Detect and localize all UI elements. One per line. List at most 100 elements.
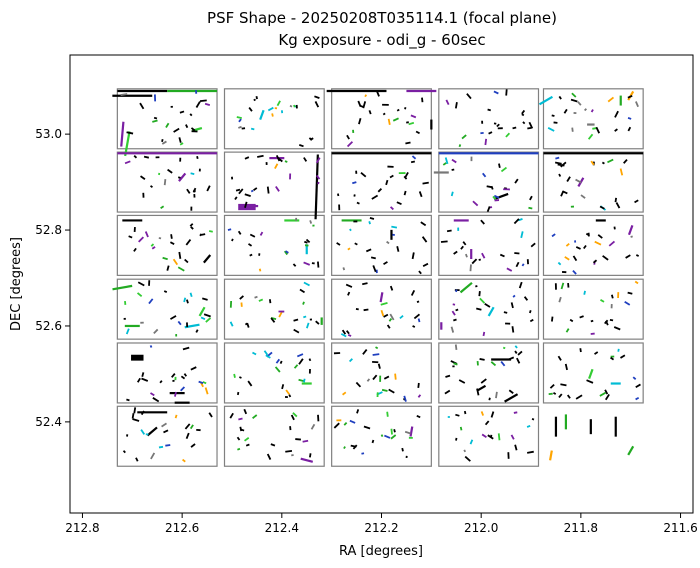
psf-whisker (565, 328, 570, 333)
psf-whisker (590, 160, 595, 166)
psf-whisker (293, 328, 300, 334)
psf-whisker (513, 218, 520, 225)
psf-whisker (587, 133, 594, 140)
psf-whisker (380, 434, 384, 438)
psf-whisker (347, 291, 351, 296)
psf-whisker (619, 168, 624, 176)
psf-whisker (479, 297, 486, 304)
psf-whisker (388, 388, 395, 394)
psf-whisker (144, 231, 149, 238)
psf-whisker (384, 434, 391, 439)
psf-whisker (152, 397, 160, 403)
psf-whisker (140, 410, 145, 416)
psf-whisker (615, 202, 621, 209)
psf-whisker (385, 179, 389, 186)
psf-whisker (163, 179, 167, 186)
psf-whisker (484, 302, 491, 308)
ccd-outline (331, 278, 432, 340)
psf-whisker (529, 310, 532, 314)
psf-whisker (396, 246, 400, 252)
psf-whisker (399, 315, 404, 320)
psf-whisker (389, 313, 395, 321)
psf-whisker (143, 155, 150, 159)
psf-whisker (500, 361, 506, 367)
psf-whisker (466, 93, 472, 100)
psf-whisker (595, 126, 601, 134)
psf-whisker (275, 154, 281, 162)
psf-whisker (472, 200, 479, 207)
psf-whisker (558, 95, 562, 100)
psf-whisker (392, 117, 399, 122)
psf-whisker (257, 154, 264, 158)
psf-whisker (551, 233, 556, 238)
psf-whisker (553, 392, 557, 395)
psf-whisker (572, 255, 578, 262)
psf-whisker (161, 140, 167, 145)
psf-whisker (182, 346, 190, 351)
psf-whisker (569, 318, 574, 323)
psf-whisker (315, 157, 321, 164)
psf-whisker (239, 428, 245, 432)
psf-whisker (518, 218, 523, 222)
ccd-outline (331, 405, 432, 467)
psf-whisker (635, 254, 640, 257)
psf-whisker (293, 318, 299, 322)
psf-whisker (133, 407, 137, 414)
psf-whisker (607, 158, 614, 164)
ccd-outline (331, 214, 432, 276)
psf-whisker (271, 113, 274, 117)
psf-whisker (303, 378, 306, 383)
psf-whisker (345, 330, 350, 335)
psf-whisker (198, 306, 206, 317)
psf-whisker (236, 391, 240, 396)
psf-whisker (453, 318, 457, 322)
psf-whisker (347, 333, 352, 337)
psf-whisker (199, 233, 203, 237)
psf-whisker (341, 329, 347, 335)
psf-whisker (527, 450, 534, 454)
psf-whisker (298, 358, 304, 365)
psf-whisker (245, 443, 250, 447)
psf-whisker (171, 373, 176, 378)
psf-whisker (484, 420, 490, 426)
ccd-outline (116, 405, 218, 467)
psf-whisker (417, 382, 420, 388)
psf-whisker (386, 411, 389, 417)
psf-whisker (345, 283, 353, 288)
psf-whisker (314, 101, 320, 108)
psf-whisker (495, 391, 498, 399)
psf-whisker (630, 235, 633, 238)
psf-whisker (179, 142, 184, 146)
psf-whisker (610, 294, 614, 299)
psf-whisker (249, 233, 256, 238)
psf-whisker (627, 95, 633, 99)
psf-whisker (516, 357, 521, 364)
psf-whisker (377, 363, 381, 369)
psf-whisker (151, 246, 156, 250)
psf-whisker (404, 430, 411, 435)
psf-whisker (451, 310, 456, 316)
psf-whisker (583, 290, 586, 295)
psf-whisker (124, 160, 131, 165)
psf-whisker (150, 452, 156, 460)
psf-whisker (346, 141, 354, 148)
psf-whisker (504, 393, 519, 403)
psf-whisker (521, 113, 525, 117)
psf-whisker (368, 221, 371, 225)
psf-whisker (254, 295, 258, 299)
psf-whisker (389, 285, 394, 291)
psf-whisker (487, 108, 491, 112)
psf-whisker (594, 351, 599, 355)
psf-whisker (510, 302, 514, 309)
psf-whisker (586, 379, 594, 384)
psf-whisker (601, 161, 605, 165)
psf-whisker (421, 97, 424, 103)
psf-whisker (590, 109, 594, 113)
psf-whisker (420, 221, 427, 227)
psf-whisker (303, 315, 307, 319)
ccd-outline (542, 151, 644, 213)
psf-whisker (394, 373, 397, 380)
psf-whisker (379, 292, 384, 303)
ccd-outline (223, 278, 325, 340)
psf-whisker (276, 100, 281, 107)
